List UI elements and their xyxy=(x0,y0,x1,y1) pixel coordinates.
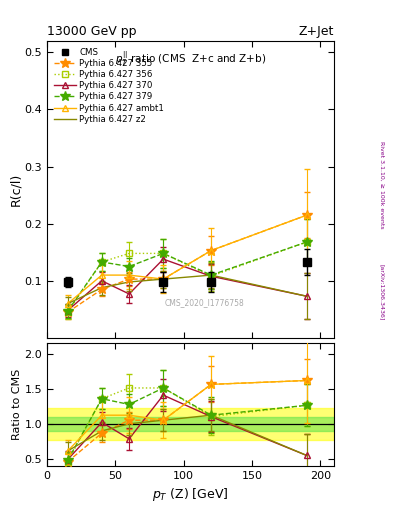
Text: [arXiv:1306.3436]: [arXiv:1306.3436] xyxy=(379,264,384,320)
Text: 13000 GeV pp: 13000 GeV pp xyxy=(47,25,137,38)
Y-axis label: R(c/l): R(c/l) xyxy=(9,173,22,206)
Y-axis label: Ratio to CMS: Ratio to CMS xyxy=(12,369,22,440)
Legend: CMS, Pythia 6.427 355, Pythia 6.427 356, Pythia 6.427 370, Pythia 6.427 379, Pyt: CMS, Pythia 6.427 355, Pythia 6.427 356,… xyxy=(51,45,167,126)
Bar xyxy=(47,408,334,440)
Text: Z+Jet: Z+Jet xyxy=(299,25,334,38)
Text: CMS_2020_I1776758: CMS_2020_I1776758 xyxy=(165,298,245,307)
X-axis label: $p_T$ (Z) [GeV]: $p_T$ (Z) [GeV] xyxy=(152,486,229,503)
Text: Rivet 3.1.10, ≥ 100k events: Rivet 3.1.10, ≥ 100k events xyxy=(379,140,384,228)
Text: $p_T^{||}$ ratio (CMS  Z+c and Z+b): $p_T^{||}$ ratio (CMS Z+c and Z+b) xyxy=(115,50,266,69)
Bar xyxy=(47,417,334,431)
